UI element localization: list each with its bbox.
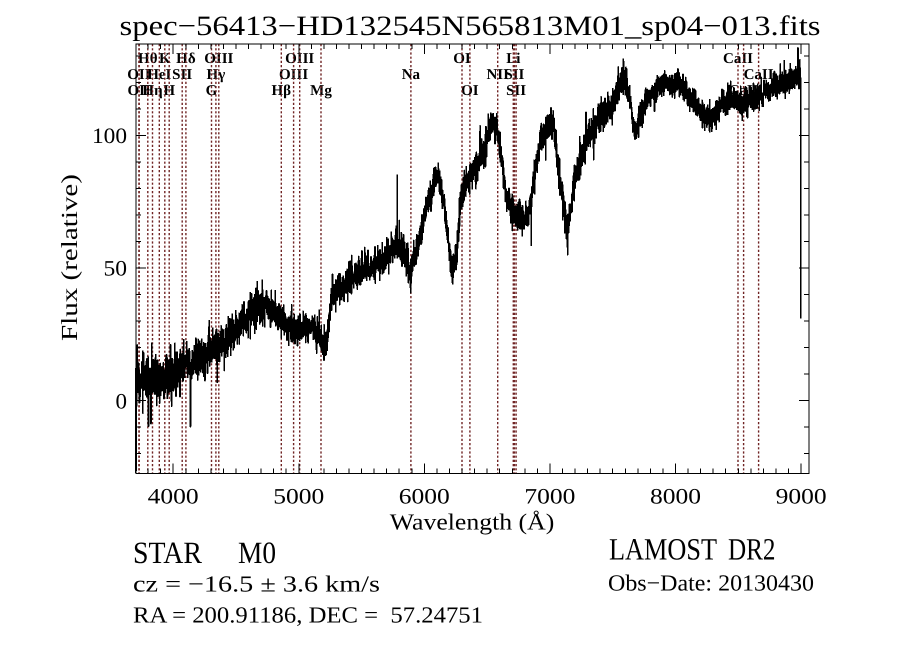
svg-text:Wavelength (Å): Wavelength (Å)	[390, 510, 555, 535]
svg-text:0: 0	[116, 388, 128, 413]
svg-text:K: K	[159, 51, 171, 67]
svg-text:cz = −16.5 ± 3.6 km/s: cz = −16.5 ± 3.6 km/s	[133, 572, 380, 597]
svg-text:OI: OI	[453, 51, 471, 67]
svg-text:9000: 9000	[776, 484, 827, 509]
svg-text:4000: 4000	[148, 484, 199, 509]
svg-text:8000: 8000	[650, 484, 701, 509]
svg-text:STAR: STAR	[133, 535, 202, 570]
svg-text:Li: Li	[506, 51, 520, 67]
svg-text:OIII: OIII	[285, 51, 314, 67]
svg-text:Hδ: Hδ	[176, 51, 196, 67]
svg-text:Flux (relative): Flux (relative)	[57, 174, 82, 341]
svg-text:50: 50	[104, 255, 128, 280]
svg-text:spec−56413−HD132545N565813M01_: spec−56413−HD132545N565813M01_sp04−013.f…	[120, 11, 821, 42]
svg-text:100: 100	[92, 123, 127, 148]
svg-text:LAMOST: LAMOST	[609, 532, 717, 567]
svg-text:6000: 6000	[399, 484, 450, 509]
svg-text:Obs−Date: 20130430: Obs−Date: 20130430	[608, 571, 814, 596]
svg-text:RA = 200.91186, DEC = 57.2475: RA = 200.91186, DEC = 57.24751	[133, 603, 483, 628]
svg-text:M0: M0	[238, 535, 276, 570]
svg-text:CaII: CaII	[723, 51, 753, 67]
svg-text:5000: 5000	[273, 484, 324, 509]
svg-text:7000: 7000	[524, 484, 575, 509]
svg-text:DR2: DR2	[728, 532, 776, 567]
